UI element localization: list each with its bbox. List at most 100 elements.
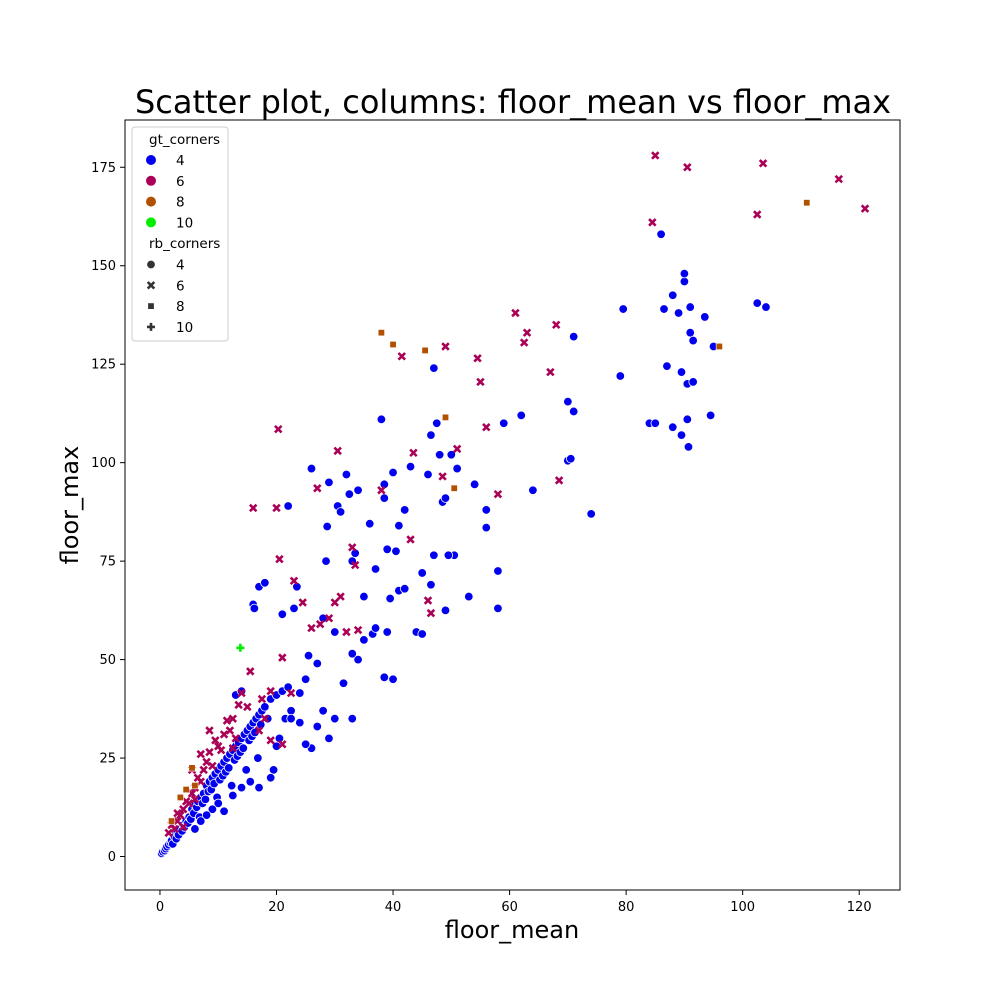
data-point xyxy=(257,694,267,704)
data-point xyxy=(421,346,429,354)
data-point xyxy=(216,745,226,755)
data-point xyxy=(341,469,352,480)
data-point xyxy=(274,424,283,434)
data-point xyxy=(522,328,532,337)
data-point xyxy=(201,810,212,820)
data-point xyxy=(236,782,247,793)
legend-style-entries: 4 6 8 10 xyxy=(146,258,193,336)
data-point xyxy=(321,556,331,566)
data-point xyxy=(228,743,238,753)
data-point xyxy=(237,688,246,698)
data-point xyxy=(673,308,684,318)
y-tick-label: 50 xyxy=(99,653,116,668)
x-tick-label: 40 xyxy=(385,900,402,915)
y-axis: 0 25 50 75 100 125 150 175 xyxy=(91,161,125,865)
plot-area xyxy=(124,119,901,891)
data-point xyxy=(300,739,311,749)
data-point xyxy=(234,700,243,710)
data-point xyxy=(426,608,436,618)
data-point xyxy=(196,749,205,759)
legend-color-swatch xyxy=(146,175,156,186)
x-tick-label: 60 xyxy=(501,900,518,915)
data-point xyxy=(289,576,299,586)
data-point xyxy=(222,716,232,725)
data-point xyxy=(618,304,628,314)
data-point xyxy=(318,706,328,716)
data-point xyxy=(200,794,211,805)
data-point xyxy=(834,174,844,184)
data-point xyxy=(342,627,351,637)
data-point xyxy=(164,828,173,838)
data-point xyxy=(417,629,427,639)
data-point xyxy=(277,609,288,619)
legend-marker-swatch xyxy=(147,322,155,331)
data-point xyxy=(289,603,299,614)
data-point xyxy=(199,765,208,775)
data-point xyxy=(391,546,401,556)
data-point xyxy=(184,799,194,808)
data-point xyxy=(554,476,564,485)
legend-style-label: 10 xyxy=(176,320,193,336)
data-point xyxy=(266,686,275,696)
data-point xyxy=(563,396,573,407)
data-point xyxy=(615,371,626,381)
data-point xyxy=(452,463,462,474)
data-point xyxy=(499,418,509,428)
data-point xyxy=(353,654,363,665)
data-point xyxy=(226,780,237,791)
data-point xyxy=(493,489,503,499)
data-point xyxy=(546,367,555,377)
data-point xyxy=(399,583,410,594)
data-point xyxy=(376,414,387,425)
legend-marker-swatch xyxy=(146,259,156,270)
data-point xyxy=(469,479,480,490)
data-point xyxy=(688,377,698,387)
data-point xyxy=(568,331,579,342)
data-point xyxy=(753,210,762,219)
data-point xyxy=(196,777,205,786)
data-point xyxy=(312,658,322,669)
points-layer xyxy=(157,151,870,859)
legend-color-swatch xyxy=(146,217,156,228)
data-point xyxy=(417,568,427,578)
data-point xyxy=(224,763,234,773)
legend-style-label: 8 xyxy=(176,299,185,315)
data-point xyxy=(519,338,529,347)
data-point xyxy=(452,444,462,454)
data-point xyxy=(286,688,296,698)
legend-marker-swatch xyxy=(146,281,156,290)
legend-style-title: rb_corners xyxy=(149,236,220,252)
data-point xyxy=(441,413,449,421)
data-point xyxy=(682,414,693,425)
data-point xyxy=(379,672,390,683)
x-tick-label: 20 xyxy=(268,900,285,915)
data-point xyxy=(219,806,229,816)
data-point xyxy=(191,782,199,790)
data-point xyxy=(715,342,723,350)
data-point xyxy=(568,406,579,417)
data-point xyxy=(190,795,200,804)
y-tick-label: 100 xyxy=(91,456,116,471)
data-point xyxy=(207,804,218,814)
data-point xyxy=(248,503,258,513)
data-point xyxy=(586,509,596,519)
data-point xyxy=(254,782,264,793)
x-tick-label: 100 xyxy=(730,900,755,915)
data-point xyxy=(236,686,247,696)
data-point xyxy=(438,472,447,481)
data-point xyxy=(389,341,397,349)
data-point xyxy=(275,554,284,564)
data-point xyxy=(405,461,416,472)
data-point xyxy=(315,619,325,629)
data-point xyxy=(347,648,357,659)
data-point xyxy=(440,605,451,616)
data-point xyxy=(426,430,436,440)
data-point xyxy=(752,298,762,308)
data-point xyxy=(668,290,678,300)
data-point xyxy=(679,268,690,279)
data-point xyxy=(228,714,238,723)
data-point xyxy=(313,484,322,493)
data-point xyxy=(650,418,660,428)
data-point xyxy=(370,623,381,633)
data-point xyxy=(286,706,296,716)
